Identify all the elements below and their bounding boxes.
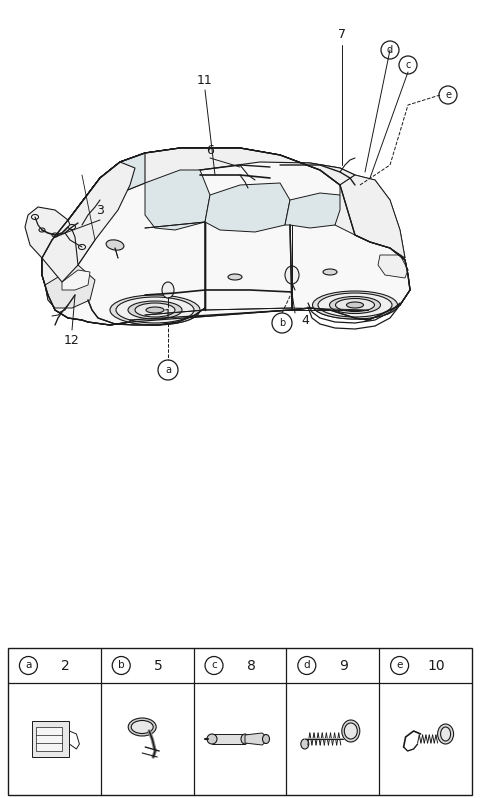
Ellipse shape <box>312 291 397 319</box>
Text: 1: 1 <box>164 309 172 322</box>
Polygon shape <box>145 170 210 230</box>
Ellipse shape <box>115 297 195 323</box>
Text: b: b <box>118 661 124 670</box>
Ellipse shape <box>52 233 58 237</box>
Polygon shape <box>45 265 95 308</box>
Text: 11: 11 <box>197 73 213 86</box>
Polygon shape <box>335 175 405 258</box>
Polygon shape <box>205 183 290 232</box>
Polygon shape <box>45 265 95 308</box>
Polygon shape <box>378 255 408 278</box>
Ellipse shape <box>346 302 364 308</box>
Polygon shape <box>25 207 78 282</box>
Ellipse shape <box>39 228 45 232</box>
Ellipse shape <box>116 297 194 323</box>
Polygon shape <box>205 183 290 232</box>
Ellipse shape <box>335 298 375 311</box>
Ellipse shape <box>110 295 200 325</box>
Ellipse shape <box>285 266 299 284</box>
Text: e: e <box>445 90 451 100</box>
Polygon shape <box>42 148 410 325</box>
Polygon shape <box>72 153 145 215</box>
Polygon shape <box>285 193 345 228</box>
Ellipse shape <box>347 302 363 308</box>
Polygon shape <box>72 153 145 215</box>
Ellipse shape <box>145 306 165 314</box>
Polygon shape <box>42 148 410 325</box>
Polygon shape <box>212 734 245 744</box>
Ellipse shape <box>71 293 79 298</box>
Ellipse shape <box>207 734 217 744</box>
Ellipse shape <box>128 301 182 319</box>
Polygon shape <box>72 148 355 215</box>
Ellipse shape <box>131 721 153 733</box>
Text: c: c <box>211 661 217 670</box>
Ellipse shape <box>106 240 124 250</box>
Ellipse shape <box>344 723 357 739</box>
Polygon shape <box>42 162 135 285</box>
Text: e: e <box>396 661 403 670</box>
Polygon shape <box>36 727 62 751</box>
Text: 12: 12 <box>64 334 80 346</box>
Polygon shape <box>62 270 90 290</box>
Polygon shape <box>335 175 405 258</box>
Ellipse shape <box>162 282 174 298</box>
Text: d: d <box>303 661 310 670</box>
Ellipse shape <box>65 303 71 307</box>
Text: 8: 8 <box>247 658 255 673</box>
Ellipse shape <box>312 291 397 319</box>
Ellipse shape <box>263 734 269 744</box>
Ellipse shape <box>32 215 38 219</box>
Bar <box>8 648 472 795</box>
Ellipse shape <box>323 269 337 275</box>
Ellipse shape <box>301 739 309 749</box>
Ellipse shape <box>128 718 156 736</box>
Ellipse shape <box>106 240 124 250</box>
Ellipse shape <box>110 295 200 325</box>
Ellipse shape <box>336 298 374 311</box>
Polygon shape <box>245 733 266 745</box>
Polygon shape <box>32 721 70 757</box>
Ellipse shape <box>146 307 164 313</box>
Text: 3: 3 <box>96 203 104 216</box>
Ellipse shape <box>347 176 353 180</box>
Polygon shape <box>355 235 405 260</box>
Ellipse shape <box>318 293 392 317</box>
Ellipse shape <box>438 724 454 744</box>
Ellipse shape <box>228 274 242 280</box>
Text: 9: 9 <box>339 658 348 673</box>
Ellipse shape <box>317 293 393 317</box>
Text: 7: 7 <box>338 29 346 41</box>
Ellipse shape <box>134 303 176 317</box>
Ellipse shape <box>329 297 381 314</box>
Ellipse shape <box>69 224 75 230</box>
Text: 2: 2 <box>61 658 70 673</box>
Ellipse shape <box>79 244 85 250</box>
Polygon shape <box>145 170 210 230</box>
Text: 6: 6 <box>206 144 214 156</box>
Polygon shape <box>285 193 345 228</box>
Ellipse shape <box>228 275 242 281</box>
Text: a: a <box>165 365 171 375</box>
Ellipse shape <box>329 297 381 314</box>
Polygon shape <box>378 255 408 278</box>
Text: d: d <box>387 45 393 55</box>
Ellipse shape <box>135 303 175 317</box>
Ellipse shape <box>342 720 360 742</box>
Polygon shape <box>62 270 90 290</box>
Ellipse shape <box>441 727 451 741</box>
Text: b: b <box>279 318 285 328</box>
Text: a: a <box>25 661 32 670</box>
Text: 5: 5 <box>154 658 163 673</box>
Polygon shape <box>72 148 355 215</box>
Text: 4: 4 <box>301 314 309 326</box>
Ellipse shape <box>128 301 182 319</box>
Ellipse shape <box>241 734 249 744</box>
Text: 10: 10 <box>428 658 445 673</box>
Ellipse shape <box>323 269 337 275</box>
Text: c: c <box>405 60 411 70</box>
Polygon shape <box>42 162 135 285</box>
